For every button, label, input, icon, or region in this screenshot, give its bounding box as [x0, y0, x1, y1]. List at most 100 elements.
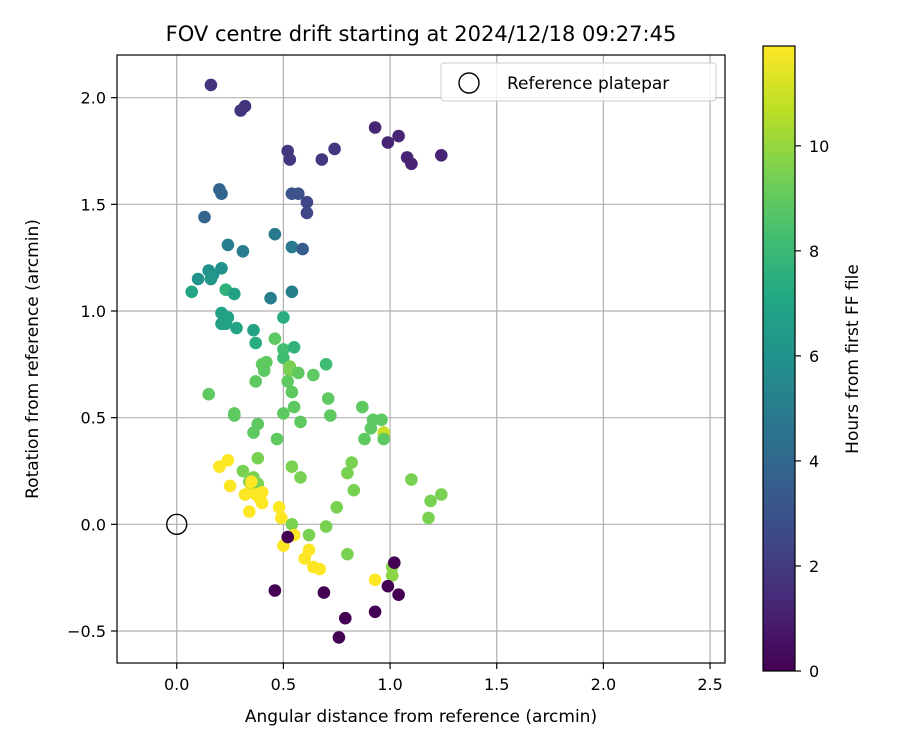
data-point	[249, 375, 262, 388]
data-point	[228, 287, 241, 301]
data-point	[292, 187, 305, 200]
data-point	[313, 562, 327, 576]
data-point	[277, 351, 290, 365]
data-point	[296, 242, 309, 256]
data-point	[236, 245, 250, 258]
y-tick-label: 0.0	[81, 515, 106, 534]
data-point	[356, 400, 369, 414]
data-point	[283, 153, 297, 166]
data-point	[285, 460, 299, 474]
data-point	[381, 579, 395, 593]
colorbar-tick-label: 6	[809, 347, 819, 366]
x-tick-label: 0.5	[271, 675, 296, 694]
data-point	[285, 385, 299, 399]
data-point	[198, 210, 211, 224]
data-point	[287, 341, 301, 354]
data-point	[392, 129, 405, 143]
data-point	[328, 142, 341, 156]
data-point	[191, 272, 205, 286]
data-point	[422, 511, 435, 525]
data-point	[392, 588, 405, 601]
colorbar-ticks: 0 2 4 6 8 10	[795, 137, 829, 681]
legend-box	[440, 62, 717, 102]
data-point	[317, 586, 331, 599]
data-point	[243, 505, 256, 518]
data-point	[215, 262, 228, 275]
data-point	[368, 605, 382, 619]
colorbar-tick-label: 2	[809, 557, 819, 576]
colorbar-tick-label: 0	[809, 662, 819, 681]
data-point	[435, 149, 448, 162]
plot-frame	[116, 54, 726, 664]
data-point	[381, 136, 395, 149]
data-point	[249, 336, 262, 350]
y-tick-label: 1.5	[81, 195, 106, 214]
x-axis-label: Angular distance from reference (arcmin)	[245, 707, 597, 727]
data-point	[405, 473, 418, 486]
data-point	[424, 494, 437, 508]
data-point	[270, 432, 284, 446]
y-tick-label: 1.0	[81, 302, 106, 321]
chart-title: FOV centre drift starting at 2024/12/18 …	[166, 22, 677, 46]
data-point	[287, 400, 301, 414]
data-point	[204, 78, 218, 92]
data-point	[319, 358, 333, 371]
data-point	[341, 466, 354, 480]
colorbar-tick-label: 10	[809, 137, 829, 156]
data-point	[221, 454, 235, 467]
data-point	[330, 501, 344, 514]
data-point	[281, 375, 295, 388]
axis-ticks: 0.0 0.5 1.0 1.5 2.0 2.5 −0.5 0.0 0.5 1.0 1.5 2.0	[67, 89, 723, 694]
data-point	[230, 321, 243, 335]
data-point	[307, 368, 320, 382]
data-point	[215, 187, 228, 200]
data-point	[238, 99, 252, 113]
data-point	[294, 471, 307, 484]
data-point	[268, 227, 282, 241]
x-tick-label: 0.0	[164, 675, 189, 694]
data-point	[341, 547, 354, 561]
data-point	[405, 157, 418, 171]
data-point	[219, 317, 233, 331]
data-point	[247, 323, 260, 337]
reference-marker	[166, 513, 188, 536]
data-point	[281, 530, 295, 544]
y-tick-label: 2.0	[81, 89, 106, 108]
data-point	[292, 366, 305, 380]
y-tick-label: 0.5	[81, 409, 106, 428]
data-point	[435, 488, 448, 501]
data-point	[285, 518, 299, 531]
data-point	[245, 475, 258, 489]
data-point	[268, 584, 282, 597]
colorbar: 0 2 4 6 8 10 Hours from first FF file	[762, 45, 863, 681]
colorbar-tick-label: 8	[809, 242, 819, 261]
data-points	[185, 78, 448, 644]
grid	[117, 55, 725, 663]
data-point	[257, 364, 271, 378]
data-point	[377, 432, 391, 446]
legend-label-reference: Reference platepar	[507, 74, 669, 94]
data-point	[204, 272, 218, 286]
x-tick-label: 1.5	[484, 675, 509, 694]
data-point	[223, 479, 237, 493]
data-point	[300, 206, 314, 220]
data-point	[221, 238, 235, 252]
data-point	[364, 422, 378, 435]
data-point	[268, 332, 282, 346]
data-point	[321, 392, 335, 405]
y-axis-label: Rotation from reference (arcmin)	[23, 219, 43, 499]
data-point	[264, 291, 277, 305]
data-point	[324, 409, 337, 422]
data-point	[285, 240, 299, 254]
data-point	[228, 409, 241, 422]
data-point	[285, 285, 299, 299]
x-tick-label: 1.0	[377, 675, 402, 694]
data-point	[368, 121, 382, 134]
data-point	[275, 511, 288, 525]
data-point	[302, 528, 316, 542]
data-point	[294, 415, 307, 429]
data-point	[185, 285, 198, 299]
data-point	[347, 483, 361, 497]
